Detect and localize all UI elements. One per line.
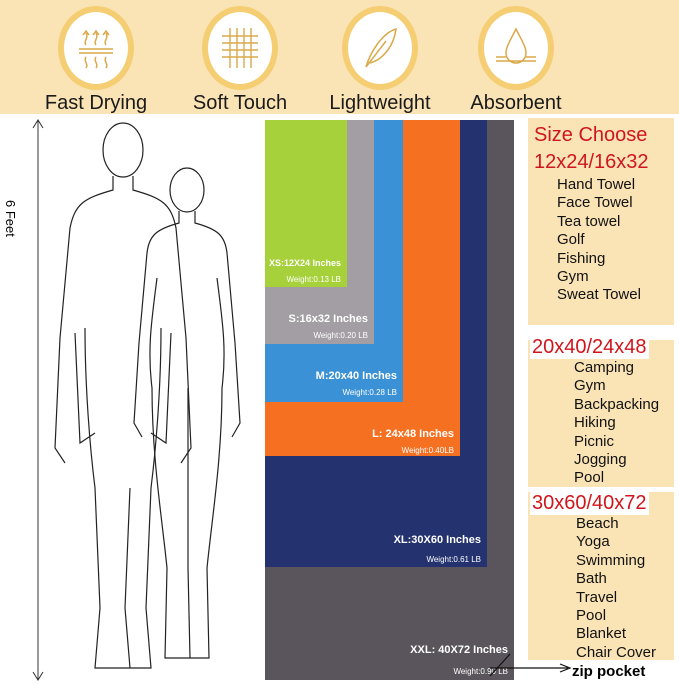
human-figures-illustration xyxy=(54,122,241,669)
feature-label: Absorbent xyxy=(470,92,562,114)
use-item: Travel xyxy=(576,588,618,606)
zip-pocket-label: zip pocket xyxy=(572,663,646,680)
feature-fast-drying: Fast Drying xyxy=(26,6,166,115)
use-item: Backpacking xyxy=(574,395,660,413)
use-item: Gym xyxy=(557,268,589,286)
use-item: Pool xyxy=(576,607,607,625)
use-item: Bath xyxy=(576,570,607,588)
weight-label: Weight:0.61 LB xyxy=(426,555,481,564)
use-item: Jogging xyxy=(574,451,627,469)
weight-label: Weight:0.90 LB xyxy=(453,667,508,676)
use-item: Golf xyxy=(557,231,585,249)
use-item: Picnic xyxy=(574,432,615,450)
feather-icon xyxy=(365,27,397,68)
use-item: Gym xyxy=(574,377,606,395)
size-label: XS:12X24 Inches xyxy=(268,258,341,268)
feature-soft-touch: Soft Touch xyxy=(170,6,310,115)
height-arrow xyxy=(32,119,44,681)
heat-waves-icon xyxy=(79,29,113,69)
size-label: XXL: 40X72 Inches xyxy=(410,644,508,656)
fabric-weave-icon xyxy=(222,28,258,68)
use-item: Sweat Towel xyxy=(557,286,641,304)
group-title: 12x24/16x32 xyxy=(534,151,649,173)
use-item: Hand Towel xyxy=(557,176,636,193)
group-title: 20x40/24x48 xyxy=(530,336,649,359)
height-label: 6 Feet xyxy=(3,200,18,237)
size-label: XL:30X60 Inches xyxy=(393,534,481,546)
size-label: S:16x32 Inches xyxy=(288,313,369,325)
use-item: Pool xyxy=(574,469,605,487)
use-item: Face Towel xyxy=(557,194,633,212)
size-label: L: 24x48 Inches xyxy=(372,428,454,440)
weight-label: Weight:0.40LB xyxy=(401,446,454,455)
features-banner: Fast Drying Soft Touch Lightweight Absor… xyxy=(0,0,679,114)
use-item: Blanket xyxy=(576,625,627,643)
use-item: Fishing xyxy=(557,249,606,267)
group-title: 30x60/40x72 xyxy=(530,492,649,515)
use-item: Chair Cover xyxy=(576,643,657,661)
use-item: Hiking xyxy=(574,414,616,432)
use-group-large: 30x60/40x72 Beach Yoga Swimming Bath Travel P… xyxy=(528,492,674,661)
feature-label: Lightweight xyxy=(329,92,431,114)
feature-label: Soft Touch xyxy=(192,92,288,114)
feature-absorbent: Absorbent xyxy=(446,6,586,115)
male-figure xyxy=(54,122,192,669)
feature-label: Fast Drying xyxy=(44,92,148,114)
use-item: Tea towel xyxy=(557,212,621,230)
use-group-small: Size Choose 12x24/16x32 Hand Towel Face T… xyxy=(528,118,674,325)
weight-label: Weight:0.28 LB xyxy=(342,388,397,397)
use-item: Swimming xyxy=(576,551,646,569)
weight-label: Weight:0.20 LB xyxy=(313,331,368,340)
use-group-medium: 20x40/24x48 Camping Gym Backpacking Hiking P… xyxy=(528,336,674,487)
use-item: Yoga xyxy=(576,533,610,551)
weight-label: Weight:0.13 LB xyxy=(286,275,341,284)
water-drop-icon xyxy=(496,27,536,64)
feature-lightweight: Lightweight xyxy=(310,6,450,115)
size-xs: XS:12X24 Inches Weight:0.13 LB xyxy=(265,120,347,287)
use-item: Camping xyxy=(574,359,635,376)
use-item: Beach xyxy=(576,515,619,532)
zip-pocket-arrow xyxy=(489,653,572,677)
size-choose-title: Size Choose xyxy=(534,124,648,146)
size-label: M:20x40 Inches xyxy=(315,370,397,382)
female-figure xyxy=(133,167,241,659)
